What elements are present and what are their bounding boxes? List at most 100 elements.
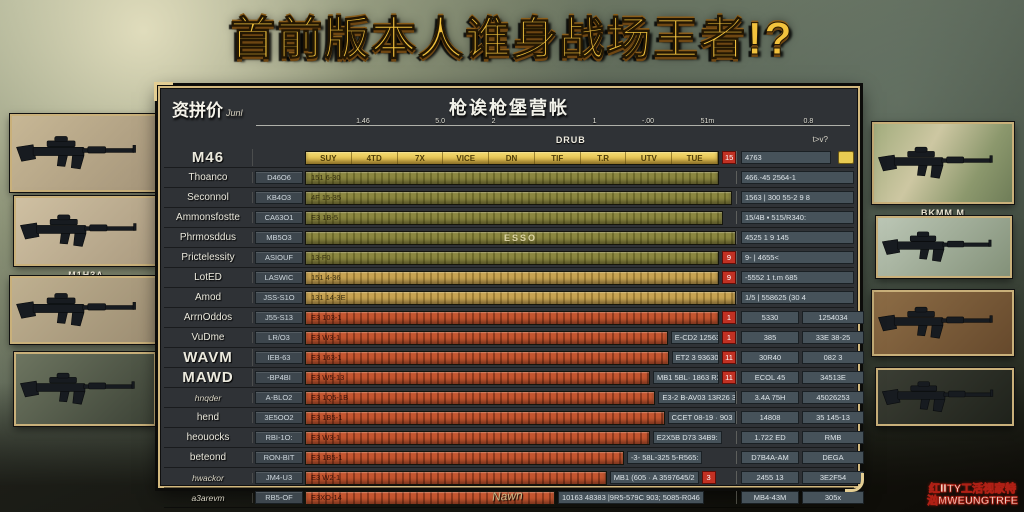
stat-bar: E3 W5-13 (305, 370, 650, 385)
right-value-wide: 4763 (741, 151, 831, 164)
bar-inner-text: 13-F0 (311, 252, 331, 262)
ruler-tick: 5.0 (435, 118, 445, 125)
bar-end-value-chip: CCET 08-19 · 903 (667, 411, 736, 424)
bar-inner-text: 151 4-36 (311, 272, 341, 282)
left-header-text: 资拼价 (172, 101, 223, 120)
row-tag-chip: 3E5OO2 (255, 411, 303, 424)
right-value-2: 34513E (802, 371, 864, 384)
weapon-caption: BKMM M (921, 208, 965, 218)
stat-bar: 4F 15-35 (305, 190, 732, 205)
bar-inner-text: E3 W3-1 (311, 332, 341, 342)
right-value-2: DEGA (802, 451, 864, 464)
rifle-icon (878, 146, 993, 179)
right-value-wide: 15/4B ▪ 515/R340: (741, 211, 854, 224)
bar-end-value-chip: E2X5B D73 34B9: (652, 431, 722, 444)
row-tag-chip: A-BLO2 (255, 391, 303, 404)
row-label: Phrmosddus (164, 232, 253, 243)
right-value-1: 385 (741, 331, 799, 344)
row-right-values: -5552 1 t.m 685 (736, 271, 854, 284)
row-tag-chip: MB5O3 (255, 231, 303, 244)
red-badge: 11 (722, 371, 736, 384)
bar-inner-text: E3 1Q5-1B (311, 392, 349, 402)
rifle-icon (881, 381, 994, 413)
weapon-caption: M1H3A (68, 270, 104, 280)
row-label: Ammonsfostte (164, 212, 253, 223)
right-value-2: 082 3 (802, 351, 864, 364)
footer-script: Nawn (491, 488, 524, 504)
right-value-wide: -5552 1 t.m 685 (741, 271, 854, 284)
bar-segment-label: SUY (306, 151, 352, 164)
weapon-card-right (872, 122, 1014, 204)
watermark: 红ⅡTY工活视家特 汹MWEUNGTRFE (927, 482, 1019, 508)
bar-inner-text: 131 14-3E (311, 292, 346, 302)
table-row: ArrnOddos J55-S13 E3 103-1 1 5330 1254034 (164, 308, 864, 328)
bar-inner-text: 4F 15-35 (311, 192, 342, 202)
bar-segment-label: 7X (398, 151, 444, 164)
bar-inner-text: E3 W5-13 (311, 372, 345, 382)
bar-inner-text: E3 103-1 (311, 312, 342, 322)
right-value-wide: 1563 | 300 55-2 9 8 (741, 191, 854, 204)
table-row: Thoanco D46O6 151 6-30 466.-45 2564-1 (164, 168, 854, 188)
bar-end-value-chip: 10163 48383 |9R5-579C 903; 5085-R046 (557, 491, 704, 504)
bar-inner-text: 151 6-30 (311, 172, 341, 182)
row-right-values: 2455 13 3E2F54 (736, 471, 864, 484)
row-label: Prictelessity (164, 252, 253, 263)
right-value-2: 33E 38-25 (802, 331, 864, 344)
table-row: VuDme LR/O3 E3 W3-1 E-CD2 12563 1 385 33E 38-2… (164, 328, 864, 348)
row-tag-chip: D46O6 (255, 171, 303, 184)
table-row: Amod JSS-S1O 131 14-3E 1/5 | 558625 (30 4 (164, 288, 854, 308)
row-tag-chip: JSS-S1O (255, 291, 303, 304)
weapon-card-left (10, 114, 158, 192)
stat-bar: 151 6-30 (305, 170, 719, 185)
bar-inner-text: E3 W3-1 (311, 432, 341, 442)
row-label: hwackor (164, 472, 253, 483)
right-value-1: 3.4A 75H (741, 391, 799, 404)
rifle-icon (878, 306, 993, 339)
red-badge: 1 (722, 311, 736, 324)
table-row: Ammonsfostte CA63O1 E3 1B-5 15/4B ▪ 515/R34… (164, 208, 854, 228)
bar-inner-text: E3 1B5-1 (311, 452, 343, 462)
scale-subheader: DRUB t>v? (256, 135, 850, 147)
bar-end-value-chip: E-CD2 12563 (670, 331, 719, 344)
right-value-2: RMB (802, 431, 864, 444)
row-right-values: 1563 | 300 55-2 9 8 (736, 191, 854, 204)
row-right-values: 3.4A 75H 45026253 (736, 391, 864, 404)
row-label: MAWD (164, 369, 253, 386)
rifle-icon (881, 231, 992, 262)
table-row: hend 3E5OO2 E3 1B5-1 CCET 08-19 · 903 14808 3… (164, 408, 864, 428)
row-right-values: 4763 (736, 151, 854, 164)
stat-bar: E3 W3-1 (305, 430, 650, 445)
right-value-2: 3E2F54 (802, 471, 864, 484)
bar-watermark-text: ESSO (503, 232, 538, 243)
row-right-values: 5330 1254034 (736, 311, 864, 324)
bar-segment-label: 4TD (352, 151, 398, 164)
bar-end-value-chip: ET2 3 93630 (671, 351, 719, 364)
right-value-wide: 4525 1 9 145 (741, 231, 854, 244)
row-right-values: 466.-45 2564-1 (736, 171, 854, 184)
ruler-tick: 2 (491, 118, 496, 125)
row-tag-chip: -BP4BI (255, 371, 303, 384)
yellow-marker-icon (838, 151, 854, 164)
row-right-values: 9- | 4655< (736, 251, 854, 264)
right-value-1: 14808 (741, 411, 799, 424)
bar-inner-text: E3 1B5-1 (311, 412, 343, 422)
stat-bar: E3 163-1 (305, 350, 669, 365)
left-column-header: 资拼价 Junl (172, 96, 243, 121)
weapon-card-right (872, 290, 1014, 356)
row-label: heouocks (164, 432, 253, 443)
weapon-card-right (876, 368, 1014, 426)
row-tag-chip: RBI-1O: (255, 431, 303, 444)
row-label: hend (164, 412, 253, 423)
stat-bar: E3XO-14 (305, 490, 555, 505)
row-label: Seconnol (164, 192, 253, 203)
scale-label: DRUB (555, 135, 586, 145)
red-badge: 9 (722, 271, 736, 284)
bar-segment-label: DN (489, 151, 535, 164)
table-row: WAVM IEB-63 E3 163-1 ET2 3 93630 11 30R40 082 … (164, 348, 864, 368)
stat-bar: E3 1B-5 (305, 210, 724, 225)
stat-bar: 151 4-36 (305, 270, 719, 285)
row-label: M46 (164, 149, 253, 166)
stats-table: M46 SUY 4TD 7X VICE DN TIF T.R UTV TUE 15 4763 Thoan… (164, 148, 864, 508)
row-tag-chip: JM4-U3 (255, 471, 303, 484)
bar-end-value-chip: MB1 (605 · A 3597645/2 (609, 471, 699, 484)
